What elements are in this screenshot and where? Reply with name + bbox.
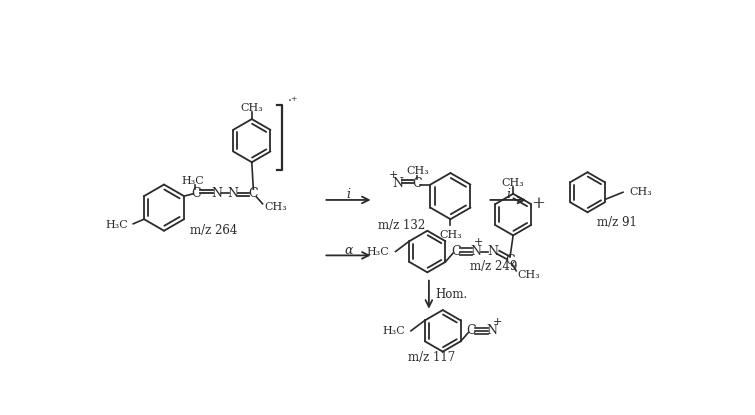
Text: H₃C: H₃C [182, 176, 205, 186]
Text: m/z 264: m/z 264 [190, 224, 237, 237]
Text: N: N [393, 176, 404, 190]
Text: +: + [493, 317, 502, 327]
Text: m/z 132: m/z 132 [378, 219, 426, 232]
Text: CH₃: CH₃ [439, 230, 462, 240]
Text: C: C [248, 186, 258, 200]
Text: H₃C: H₃C [382, 326, 405, 336]
Text: i: i [347, 188, 350, 201]
Text: C: C [467, 325, 476, 337]
Text: CH₃: CH₃ [629, 187, 652, 197]
Text: CH₃: CH₃ [518, 270, 541, 280]
Text: CH₃: CH₃ [502, 178, 525, 188]
Text: +: + [532, 195, 545, 212]
Text: CH₃: CH₃ [264, 202, 287, 212]
Text: CH₃: CH₃ [240, 103, 263, 113]
Text: N: N [470, 245, 482, 258]
Text: N: N [488, 245, 498, 258]
Text: C: C [411, 176, 421, 190]
Text: i: i [506, 188, 510, 201]
Text: H₃C: H₃C [106, 220, 128, 230]
Text: α: α [344, 244, 353, 256]
Text: C: C [451, 245, 461, 258]
Text: +: + [474, 237, 483, 247]
Text: Hom.: Hom. [435, 288, 467, 301]
Text: CH₃: CH₃ [407, 166, 430, 176]
Text: m/z 249: m/z 249 [470, 261, 517, 273]
Text: C: C [505, 254, 515, 267]
Text: N: N [486, 325, 497, 337]
Text: N: N [211, 186, 222, 200]
Text: m/z 117: m/z 117 [408, 352, 455, 364]
Text: N: N [228, 186, 239, 200]
Text: m/z 91: m/z 91 [597, 216, 636, 229]
Text: H₃C: H₃C [367, 247, 390, 256]
Text: +: + [389, 170, 398, 180]
Text: C: C [192, 186, 201, 200]
Text: ·⁺: ·⁺ [288, 95, 298, 108]
